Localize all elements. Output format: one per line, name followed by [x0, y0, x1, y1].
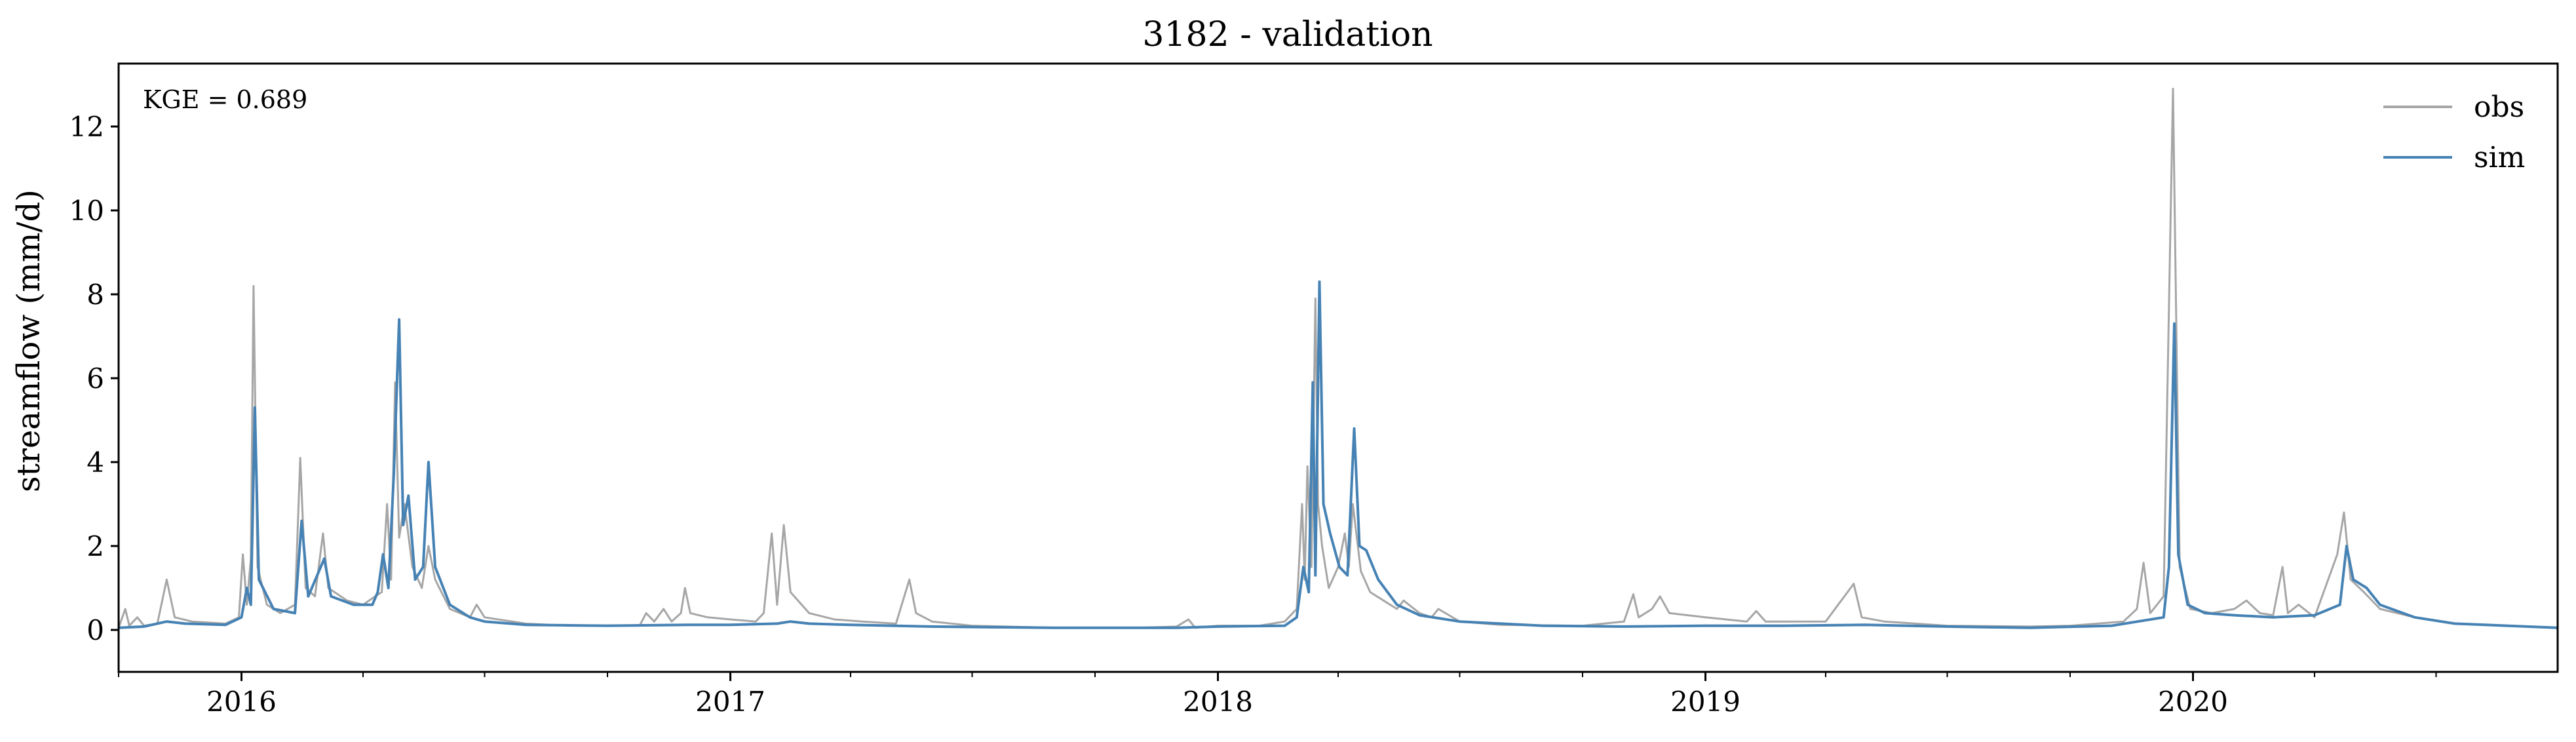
plot-frame: [117, 62, 2559, 673]
y-tick-label: 2: [87, 530, 104, 562]
y-axis: 0 2 4 6 8 10 12: [69, 111, 119, 646]
x-tick-label: 2018: [1183, 686, 1253, 718]
y-tick-label: 10: [69, 195, 104, 227]
chart-title: 3182 - validation: [1142, 15, 1432, 54]
x-axis: 2016 2017 2018 2019 2020: [118, 672, 2437, 718]
x-tick-label: 2020: [2158, 686, 2228, 718]
y-tick-label: 0: [87, 614, 104, 646]
x-tick-label: 2017: [695, 686, 765, 718]
legend-obs-label: obs: [2474, 90, 2524, 124]
kge-annotation: KGE = 0.689: [143, 85, 307, 114]
legend: obs sim: [2383, 90, 2525, 174]
y-tick-label: 8: [87, 279, 104, 311]
plot-area: [117, 87, 2558, 629]
y-axis-label: streamflow (mm/d): [10, 189, 47, 492]
x-tick-label: 2019: [1670, 686, 1740, 718]
series-line-obs: [117, 87, 2558, 629]
series-line-sim: [118, 280, 2558, 629]
x-tick-label: 2016: [206, 686, 277, 718]
y-tick-label: 12: [69, 111, 104, 143]
legend-sim-label: sim: [2474, 141, 2525, 174]
y-tick-label: 4: [87, 446, 104, 478]
y-tick-label: 6: [87, 362, 104, 395]
